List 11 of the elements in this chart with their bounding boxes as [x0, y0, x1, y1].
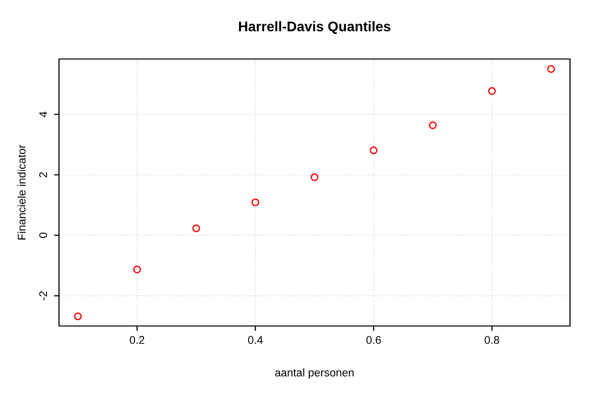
- y-tick-label: -2: [39, 291, 47, 300]
- x-tick-label: 0.6: [366, 336, 381, 344]
- y-tick-label: 2: [39, 172, 47, 178]
- y-axis-title: Financiele indicator: [17, 144, 26, 240]
- x-axis-title: aantal personen: [275, 368, 354, 379]
- x-tick-label: 0.8: [484, 336, 500, 344]
- x-tick-label: 0.4: [248, 336, 263, 344]
- y-tick-label: 0: [39, 232, 48, 238]
- y-tick-label: 4: [39, 112, 47, 118]
- x-tick-label: 0.2: [130, 336, 144, 344]
- chart-title: Harrell-Davis Quantiles: [239, 21, 390, 34]
